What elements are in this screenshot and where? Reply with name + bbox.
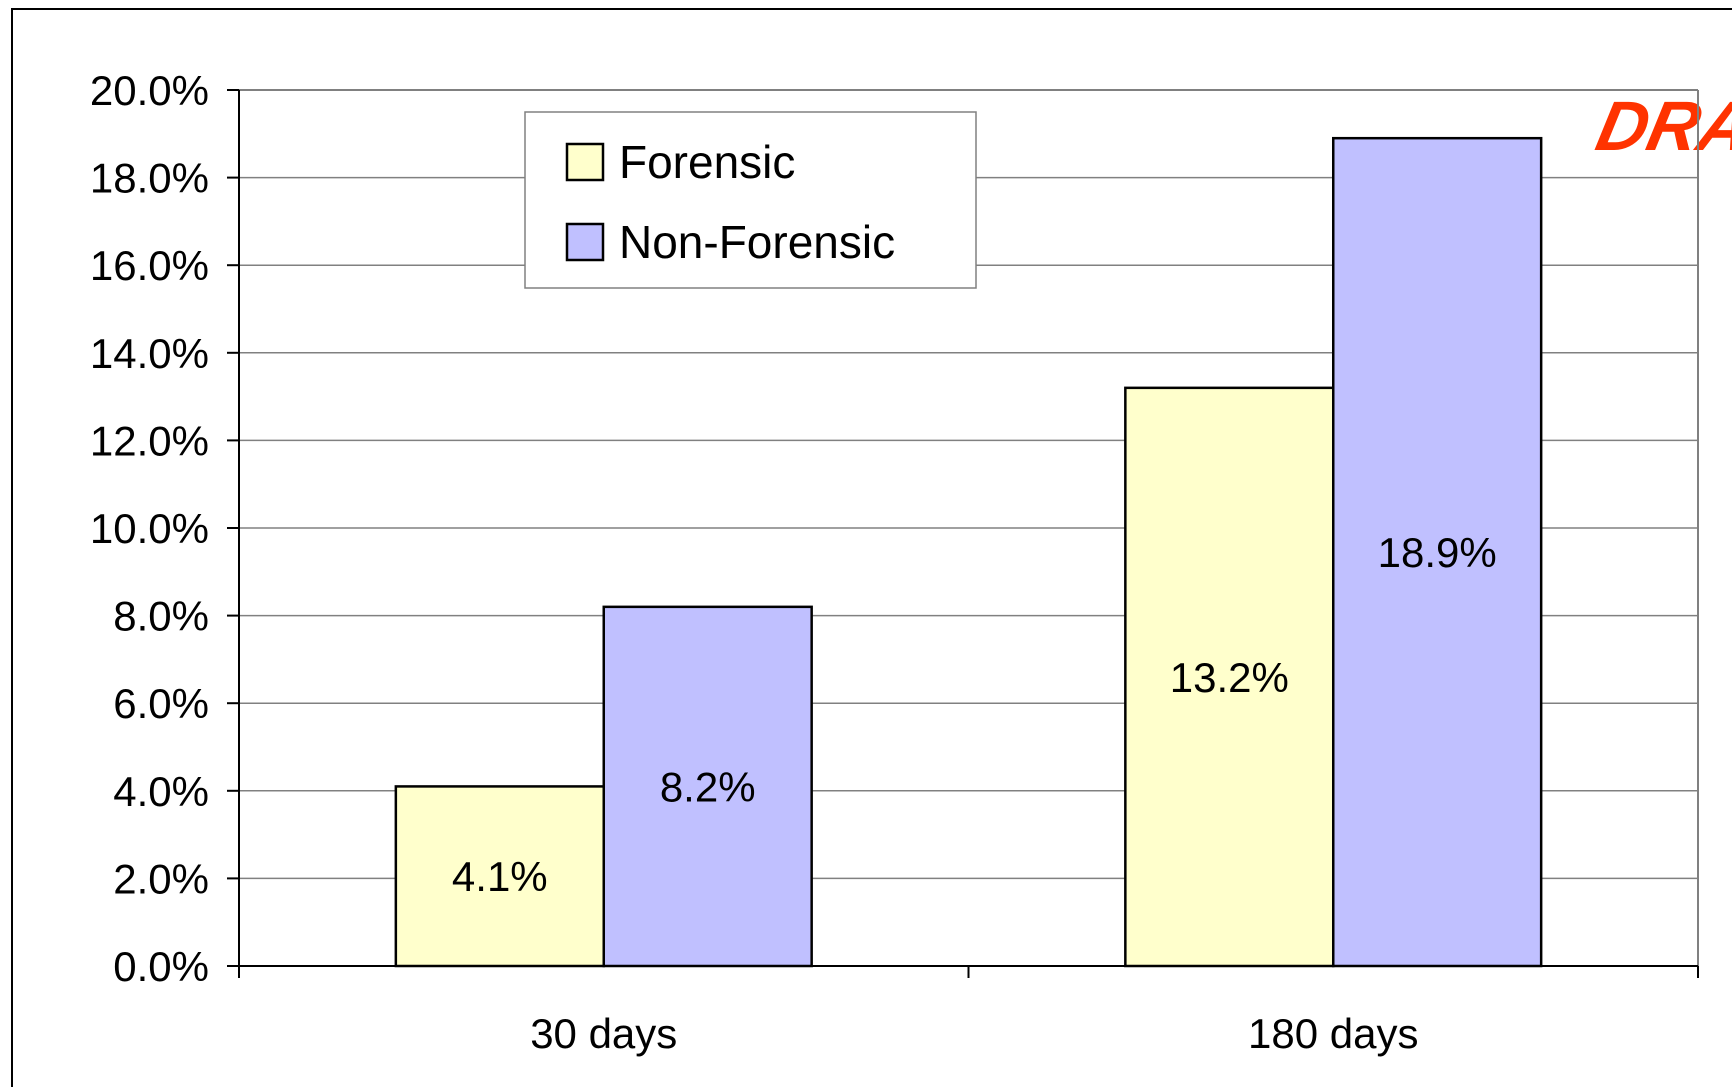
x-tick-label: 180 days <box>1248 1010 1418 1057</box>
bar-forensic-30-days <box>394 785 605 968</box>
y-tick-label: 10.0% <box>90 505 209 552</box>
x-tick-label: 30 days <box>530 1010 677 1057</box>
bars <box>394 136 1543 968</box>
legend-swatch <box>565 222 605 262</box>
y-tick-label: 12.0% <box>90 417 209 464</box>
bar-non-forensic-30-days <box>602 605 813 968</box>
data-label: 18.9% <box>1378 529 1497 576</box>
legend-swatch <box>565 142 605 182</box>
y-tick-label: 6.0% <box>113 680 209 727</box>
bar-chart: DRAFT 0.0% 2.0% 4.0% 6.0% 8.0% 10.0% 12.0% 14.0… <box>90 67 1732 1057</box>
data-label: 8.2% <box>660 763 756 810</box>
y-tick-label: 4.0% <box>113 768 209 815</box>
data-label: 13.2% <box>1170 654 1289 701</box>
bar-forensic-180-days <box>1124 386 1335 968</box>
legend-label: Forensic <box>619 136 795 188</box>
y-tick-label: 2.0% <box>113 855 209 902</box>
y-tick-label: 20.0% <box>90 67 209 114</box>
y-tick-label: 18.0% <box>90 155 209 202</box>
y-tick-label: 16.0% <box>90 242 209 289</box>
legend: Forensic Non-Forensic <box>524 111 977 289</box>
data-label: 4.1% <box>452 853 548 900</box>
legend-label: Non-Forensic <box>619 216 895 268</box>
draft-watermark: DRAFT <box>1590 87 1732 165</box>
axes: 0.0% 2.0% 4.0% 6.0% 8.0% 10.0% 12.0% 14.0% 16.0%… <box>90 67 1699 1057</box>
y-tick-label: 0.0% <box>113 943 209 990</box>
chart-frame: DRAFT 0.0% 2.0% 4.0% 6.0% 8.0% 10.0% 12.0% 14.0… <box>11 8 1732 1087</box>
y-tick-label: 8.0% <box>113 593 209 640</box>
watermark-layer: DRAFT <box>1590 87 1732 165</box>
bar-non-forensic-180-days <box>1332 136 1543 968</box>
data-labels: 4.1% 8.2% 13.2% 18.9% <box>452 529 1497 900</box>
y-tick-label: 14.0% <box>90 330 209 377</box>
